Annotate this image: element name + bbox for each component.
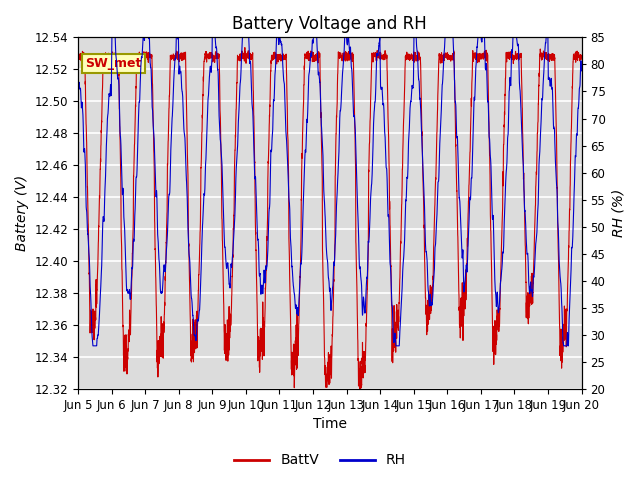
RH: [443, 29, 451, 35]
RH: [74, 87, 82, 93]
BattV: [74, 48, 82, 54]
X-axis label: Time: Time: [313, 418, 347, 432]
RH: [578, 68, 586, 74]
Y-axis label: Battery (V): Battery (V): [15, 175, 29, 252]
BattV: [164, 123, 172, 129]
BattV: [578, 53, 586, 59]
Legend: BattV, RH: BattV, RH: [229, 448, 411, 473]
RH: [311, 29, 319, 35]
RH: [577, 60, 585, 66]
BattV: [577, 54, 585, 60]
Y-axis label: RH (%): RH (%): [611, 189, 625, 237]
BattV: [443, 51, 451, 57]
RH: [165, 195, 173, 201]
RH: [108, 29, 116, 35]
RH: [89, 343, 97, 348]
BattV: [241, 45, 249, 50]
Line: RH: RH: [78, 32, 582, 346]
BattV: [471, 50, 479, 56]
RH: [415, 76, 422, 82]
BattV: [356, 386, 364, 392]
Title: Battery Voltage and RH: Battery Voltage and RH: [232, 15, 427, 33]
Line: BattV: BattV: [78, 48, 582, 389]
Text: SW_met: SW_met: [86, 57, 142, 70]
BattV: [311, 53, 319, 59]
BattV: [415, 53, 422, 59]
RH: [471, 89, 479, 95]
